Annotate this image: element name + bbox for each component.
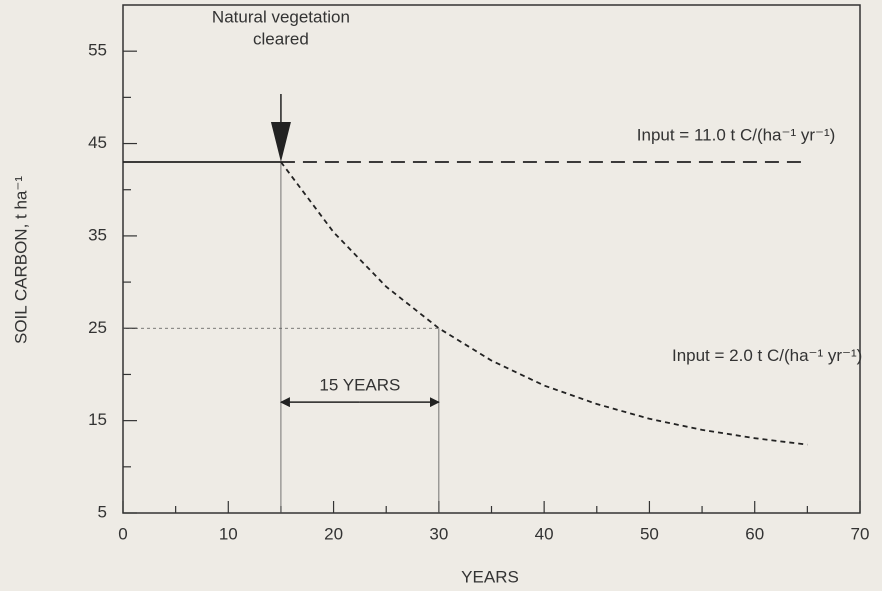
y-axis-label: SOIL CARBON, t ha⁻¹ [11,176,30,344]
x-tick-label: 20 [324,524,343,543]
y-tick-label: 35 [88,225,107,244]
x-tick-label: 50 [640,524,659,543]
x-tick-label: 10 [219,524,238,543]
data-line [280,161,808,446]
annotation-text: Natural vegetation [212,7,350,26]
x-tick-label: 30 [429,524,448,543]
x-tick-label: 60 [745,524,764,543]
y-tick-label: 45 [88,133,107,152]
y-tick-label: 55 [88,41,107,60]
x-tick-label: 40 [535,524,554,543]
series-label: Input = 2.0 t C/(ha⁻¹ yr⁻¹) [672,346,862,365]
span-label: 15 YEARS [319,376,400,395]
x-tick-label: 70 [851,524,870,543]
x-axis-label: YEARS [461,567,519,586]
y-tick-label: 15 [88,410,107,429]
x-tick-label: 0 [118,524,127,543]
annotation-text: cleared [253,29,309,48]
series-label: Input = 11.0 t C/(ha⁻¹ yr⁻¹) [637,126,836,145]
y-tick-label: 5 [98,502,107,521]
annotation-arrowhead [270,122,291,163]
y-tick-label: 25 [88,318,107,337]
